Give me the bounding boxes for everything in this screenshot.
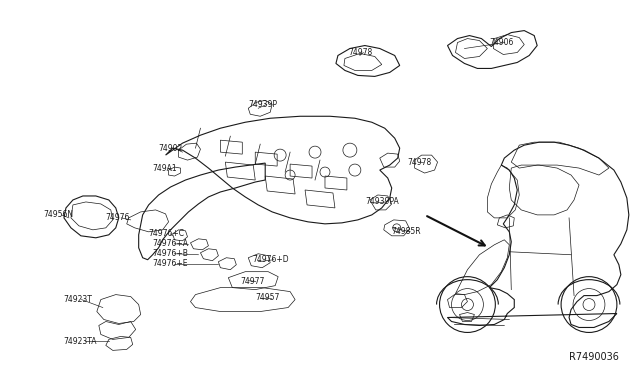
Text: R7490036: R7490036 — [569, 352, 619, 362]
Text: 74976+A: 74976+A — [152, 239, 189, 248]
Text: 74939PA: 74939PA — [365, 198, 399, 206]
Text: 74976+D: 74976+D — [252, 255, 289, 264]
Text: 74923TA: 74923TA — [63, 337, 97, 346]
Text: 74939P: 74939P — [248, 100, 277, 109]
Text: 749A1: 749A1 — [152, 164, 177, 173]
Text: 74957: 74957 — [255, 293, 280, 302]
Text: 74985R: 74985R — [392, 227, 421, 236]
Text: 74977: 74977 — [240, 277, 265, 286]
Text: 74976: 74976 — [106, 214, 130, 222]
Text: 74976+B: 74976+B — [152, 249, 189, 258]
Text: 74956N: 74956N — [43, 211, 73, 219]
Text: 74976+C: 74976+C — [148, 229, 185, 238]
Text: 74976+E: 74976+E — [152, 259, 188, 268]
Text: 74978: 74978 — [348, 48, 372, 57]
Text: 74923T: 74923T — [63, 295, 92, 304]
Text: 74902: 74902 — [159, 144, 183, 153]
Text: 74978: 74978 — [408, 158, 432, 167]
Text: 74906: 74906 — [490, 38, 514, 47]
